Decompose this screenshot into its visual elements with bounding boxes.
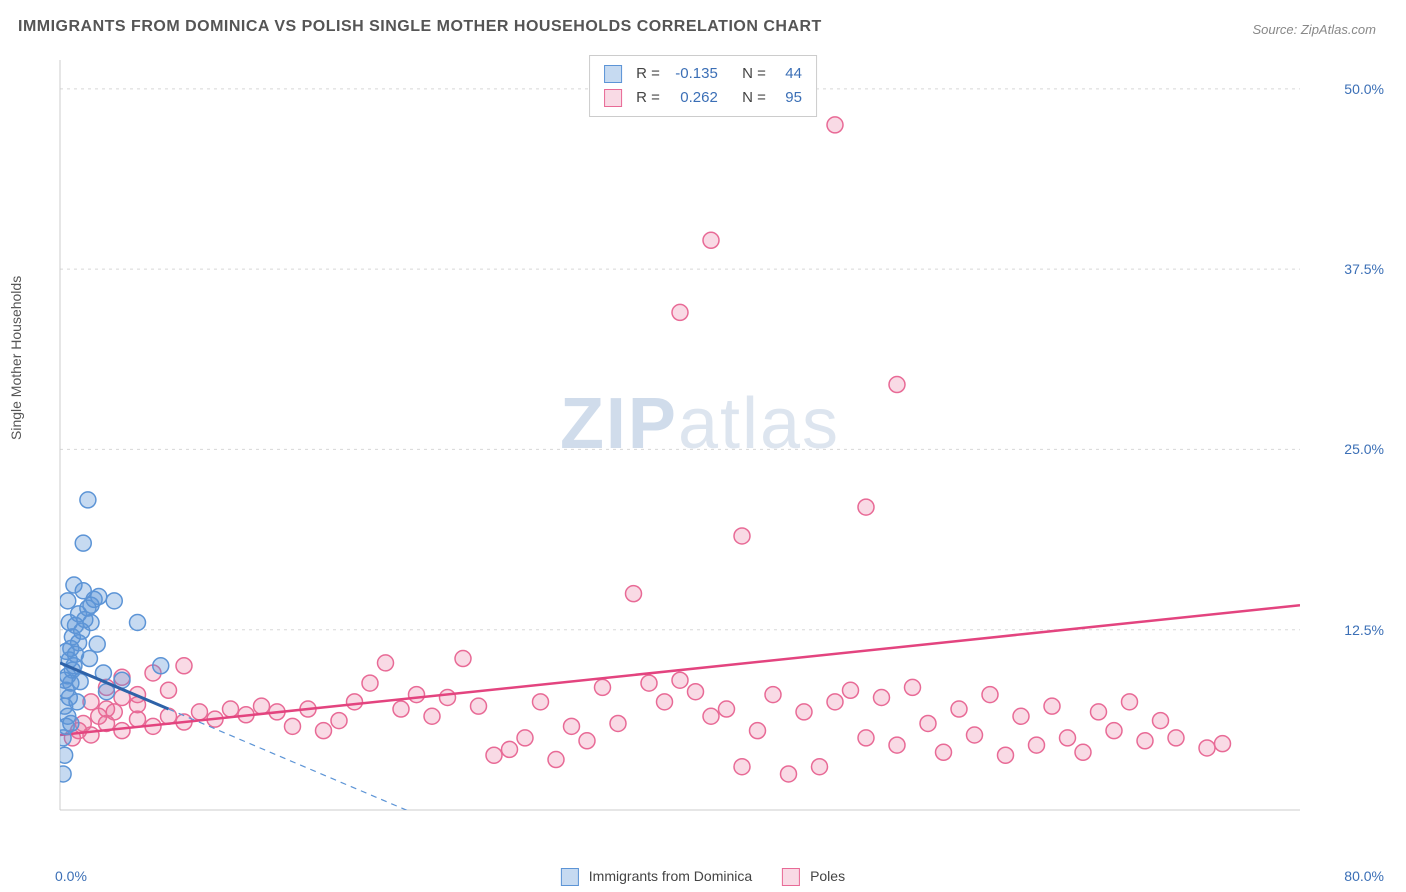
legend-label-poles: Poles — [810, 868, 845, 884]
legend-item-poles: Poles — [782, 868, 845, 886]
legend-label-dominica: Immigrants from Dominica — [589, 868, 752, 884]
y-tick-label: 25.0% — [1344, 441, 1384, 457]
correlation-row-dominica: R = -0.135 N = 44 — [604, 62, 802, 86]
legend-item-dominica: Immigrants from Dominica — [561, 868, 752, 886]
scatter-plot-svg — [50, 50, 1350, 830]
chart-title: IMMIGRANTS FROM DOMINICA VS POLISH SINGL… — [18, 18, 822, 36]
r-label: R = — [636, 86, 660, 110]
source-prefix: Source: — [1252, 22, 1300, 37]
legend-swatch-poles — [782, 868, 800, 886]
x-tick-min: 0.0% — [55, 868, 87, 884]
legend-swatch-dominica — [561, 868, 579, 886]
y-axis-label: Single Mother Households — [8, 276, 24, 440]
n-label: N = — [742, 62, 766, 86]
x-tick-max: 80.0% — [1344, 868, 1384, 884]
n-value-poles: 95 — [774, 86, 802, 110]
chart-area: ZIPatlas — [50, 50, 1350, 830]
source-name: ZipAtlas.com — [1301, 22, 1376, 37]
n-label: N = — [742, 86, 766, 110]
source-attribution: Source: ZipAtlas.com — [1252, 22, 1376, 37]
bottom-legend: Immigrants from Dominica Poles — [561, 868, 845, 886]
r-label: R = — [636, 62, 660, 86]
correlation-row-poles: R = 0.262 N = 95 — [604, 86, 802, 110]
y-tick-label: 12.5% — [1344, 622, 1384, 638]
r-value-poles: 0.262 — [668, 86, 718, 110]
y-tick-label: 50.0% — [1344, 81, 1384, 97]
y-tick-label: 37.5% — [1344, 261, 1384, 277]
legend-swatch-dominica-top — [604, 65, 622, 83]
r-value-dominica: -0.135 — [668, 62, 718, 86]
correlation-legend: R = -0.135 N = 44 R = 0.262 N = 95 — [589, 55, 817, 117]
legend-swatch-poles-top — [604, 89, 622, 107]
n-value-dominica: 44 — [774, 62, 802, 86]
